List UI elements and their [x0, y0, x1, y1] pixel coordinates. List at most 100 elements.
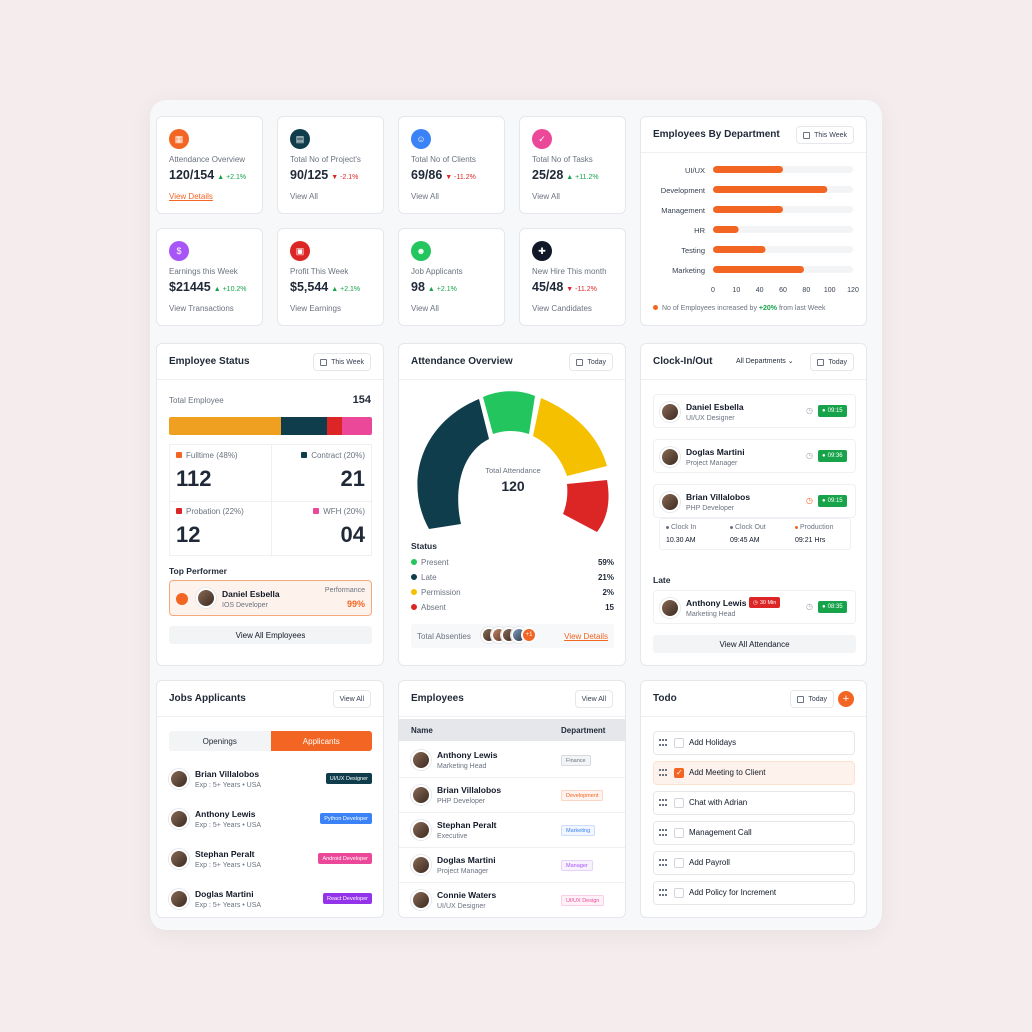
icon-glyph: ☺ [416, 134, 426, 144]
avatar [169, 769, 189, 789]
view-details-link[interactable]: View Details [564, 632, 608, 641]
applicant-row[interactable]: Brian Villalobos Exp : 5+ Years • USA UI/U… [169, 765, 372, 793]
table-row[interactable]: Anthony Lewis Marketing Head Finance [399, 743, 625, 778]
category-label: Development [661, 186, 706, 195]
stat-card: ✓ Total No of Tasks 25/28 ▲ +11.2% View All [519, 116, 626, 214]
stat-link[interactable]: View Candidates [532, 304, 592, 313]
table-row[interactable]: Connie Waters UI/UX Designer UI/UX Design [399, 883, 625, 917]
tab-openings[interactable]: Openings [169, 731, 271, 751]
todo-checkbox[interactable] [674, 888, 684, 898]
applicant-row[interactable]: Doglas Martini Exp : 5+ Years • USA React … [169, 885, 372, 913]
applicant-role-tag: UI/UX Designer [325, 773, 372, 784]
briefcase-icon: ▣ [290, 241, 310, 261]
clock-header: Clock-In/Out All Departments ⌄ Today [641, 344, 866, 380]
applicant-row[interactable]: Anthony Lewis Exp : 5+ Years • USA Python … [169, 805, 372, 833]
table-row[interactable]: Stephan Peralt Executive Marketing [399, 813, 625, 848]
employees-title: Employees [411, 693, 464, 704]
jobs-view-all-button[interactable]: View All [332, 690, 371, 708]
clock-range-button[interactable]: Today [810, 353, 854, 371]
stat-link[interactable]: View All [290, 192, 318, 201]
stat-label: Total No of Project's [290, 155, 361, 164]
arrow-down-icon: ▼ [331, 174, 341, 181]
attendance-gauge [417, 391, 609, 532]
absent-more-badge[interactable]: +1 [521, 627, 537, 643]
employee-status-range-button[interactable]: This Week [313, 353, 371, 371]
clock-details: Clock In 10.30 AM Clock Out 09:45 AM Pro… [659, 518, 851, 550]
moneybag-icon: $ [169, 241, 189, 261]
folder-icon: ▤ [290, 129, 310, 149]
table-row[interactable]: Brian Villalobos PHP Developer Development [399, 778, 625, 813]
top-performer-box[interactable]: Daniel Esbella IOS Developer Performance… [169, 580, 372, 616]
department-filter-dropdown[interactable]: All Departments ⌄ [736, 357, 794, 365]
view-all-employees-button[interactable]: View All Employees [169, 626, 372, 644]
drag-handle-icon[interactable] [659, 829, 667, 837]
clockout-value: 09:45 AM [730, 537, 760, 544]
clockout-label: Clock Out [730, 524, 766, 531]
stat-link[interactable]: View All [411, 192, 439, 201]
fulltime-cell: Fulltime (48%) 112 [176, 451, 238, 492]
applicant-row[interactable]: Stephan Peralt Exp : 5+ Years • USA Androi… [169, 845, 372, 873]
todo-checkbox[interactable] [674, 738, 684, 748]
todo-checkbox[interactable] [674, 798, 684, 808]
attendance-status-row: Present 59% [411, 557, 614, 569]
drag-handle-icon[interactable] [659, 889, 667, 897]
stat-value: 69/86 ▼ -11.2% [411, 168, 476, 182]
todo-item[interactable]: ✓ Add Meeting to Client [653, 761, 855, 785]
todo-item[interactable]: Add Holidays [653, 731, 855, 755]
status-label: Present [411, 558, 449, 567]
todo-range-button[interactable]: Today [790, 690, 834, 708]
production-label: Production [795, 524, 833, 531]
footer-value: +20% [758, 305, 777, 312]
attendance-range-button[interactable]: Today [569, 353, 613, 371]
drag-handle-icon[interactable] [659, 799, 667, 807]
icon-glyph: ✚ [538, 245, 546, 256]
gauge-segment-absent [563, 480, 609, 532]
arrow-down-icon: ▼ [566, 286, 576, 293]
drag-handle-icon[interactable] [659, 739, 667, 747]
bar [713, 166, 783, 173]
avatar [169, 889, 189, 909]
stat-value: 90/125 ▼ -2.1% [290, 168, 358, 182]
todo-item[interactable]: Chat with Adrian [653, 791, 855, 815]
stat-link[interactable]: View All [411, 304, 439, 313]
applicant-name: Brian Villalobos [195, 769, 260, 779]
employee-name: Brian Villalobos [437, 785, 502, 795]
bar [713, 246, 766, 253]
todo-item[interactable]: Management Call [653, 821, 855, 845]
stat-number: 120/154 [169, 168, 215, 182]
drag-handle-icon[interactable] [659, 769, 667, 777]
table-row[interactable]: Doglas Martini Project Manager Manager [399, 848, 625, 883]
stat-link[interactable]: View Details [169, 192, 213, 201]
todo-item[interactable]: Add Payroll [653, 851, 855, 875]
stat-label: Total No of Tasks [532, 155, 593, 164]
person-role: UI/UX Designer [686, 415, 735, 422]
view-all-attendance-button[interactable]: View All Attendance [653, 635, 856, 653]
clock-person: Doglas Martini Project Manager ◷ ● 09:36 [653, 439, 856, 473]
department-range-button[interactable]: This Week [796, 126, 854, 144]
employee-status-title: Employee Status [169, 356, 250, 367]
stat-link[interactable]: View Earnings [290, 304, 341, 313]
wfh-pct: (20%) [343, 507, 365, 516]
tick-label: 0 [711, 287, 715, 294]
todo-item[interactable]: Add Policy for Increment [653, 881, 855, 905]
tasks-icon: ✓ [532, 129, 552, 149]
stat-link[interactable]: View Transactions [169, 304, 234, 313]
add-todo-button[interactable]: + [838, 691, 854, 707]
fulltime-pct: (48%) [216, 451, 238, 460]
applicant-meta: Exp : 5+ Years • USA [195, 782, 262, 789]
icon-glyph: $ [176, 246, 182, 256]
stat-card: ▦ Attendance Overview 120/154 ▲ +2.1% View D… [156, 116, 263, 214]
todo-checkbox[interactable]: ✓ [674, 768, 684, 778]
todo-checkbox[interactable] [674, 828, 684, 838]
divider-horizontal [170, 501, 373, 502]
late-person: Anthony Lewis ◷ 30 Min Marketing Head ◷ ●… [653, 590, 856, 624]
calendar-icon [797, 695, 805, 703]
person-name: Daniel Esbella [686, 402, 744, 412]
status-label: Late [411, 573, 437, 582]
stat-link[interactable]: View All [532, 192, 560, 201]
tab-applicants[interactable]: Applicants [270, 731, 372, 751]
todo-checkbox[interactable] [674, 858, 684, 868]
employees-view-all-button[interactable]: View All [574, 690, 613, 708]
tick-label: 100 [824, 287, 836, 294]
drag-handle-icon[interactable] [659, 859, 667, 867]
